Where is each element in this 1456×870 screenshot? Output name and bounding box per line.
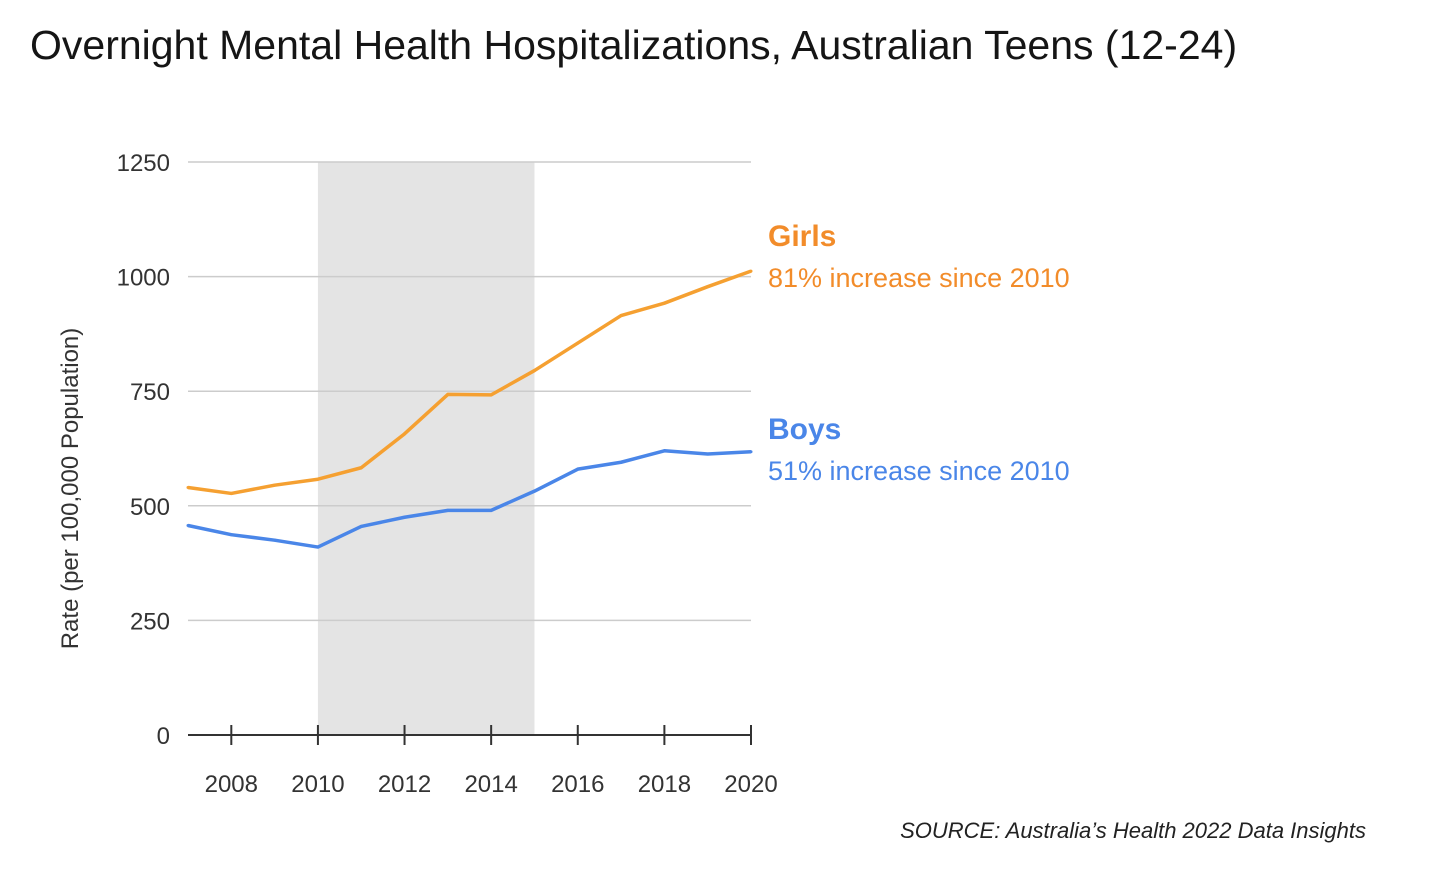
- boys-point-2012: [403, 515, 407, 519]
- x-tick-label-2018: 2018: [638, 771, 691, 798]
- y-tick-label-1000: 1000: [117, 265, 170, 292]
- boys-line: [187, 449, 752, 549]
- boys-point-2020: [749, 450, 753, 454]
- girls-series-label: Girls: [768, 220, 836, 253]
- boys-point-2011: [359, 524, 363, 528]
- girls-series-annotation: 81% increase since 2010: [768, 263, 1070, 293]
- girls-point-2009: [273, 483, 277, 487]
- y-tick-label-250: 250: [130, 608, 170, 635]
- gridlines: [188, 161, 751, 622]
- boys-point-2013: [446, 508, 450, 512]
- x-axis-ticks: 2008 2010 2012 2014 2016 2018 2020: [205, 771, 778, 798]
- boys-point-2009: [273, 538, 277, 542]
- boys-series-label: Boys: [768, 413, 841, 446]
- boys-point-2007: [186, 524, 190, 528]
- girls-line: [187, 269, 752, 496]
- boys-point-2014: [489, 508, 493, 512]
- x-axis: [188, 725, 752, 745]
- y-axis-ticks: 0 250 500 750 1000 1250: [117, 150, 170, 750]
- x-tick-label-2016: 2016: [551, 771, 604, 798]
- chart-title: Overnight Mental Health Hospitalizations…: [30, 22, 1238, 68]
- y-tick-label-750: 750: [130, 379, 170, 406]
- x-tick-label-2008: 2008: [205, 771, 258, 798]
- girls-point-2018: [662, 301, 666, 305]
- y-tick-label-500: 500: [130, 494, 170, 521]
- girls-point-2019: [706, 285, 710, 289]
- x-tick-label-2012: 2012: [378, 771, 431, 798]
- boys-point-2017: [619, 460, 623, 464]
- girls-point-2012: [403, 432, 407, 436]
- boys-point-2010: [316, 545, 320, 549]
- x-tick-label-2010: 2010: [291, 771, 344, 798]
- girls-point-2007: [186, 485, 190, 489]
- series-lines: [186, 269, 753, 549]
- boys-point-2019: [706, 452, 710, 456]
- girls-point-2016: [576, 341, 580, 345]
- source-note: SOURCE: Australia’s Health 2022 Data Ins…: [900, 818, 1366, 843]
- boys-point-2008: [229, 533, 233, 537]
- girls-point-2014: [489, 393, 493, 397]
- girls-point-2020: [749, 269, 753, 273]
- y-tick-label-0: 0: [157, 723, 170, 750]
- girls-point-2017: [619, 314, 623, 318]
- boys-series-annotation: 51% increase since 2010: [768, 456, 1070, 486]
- x-tick-label-2020: 2020: [724, 771, 777, 798]
- shaded-period: [317, 162, 535, 735]
- girls-point-2011: [359, 466, 363, 470]
- y-axis-label: Rate (per 100,000 Population): [57, 328, 84, 650]
- y-tick-label-1250: 1250: [117, 150, 170, 177]
- girls-point-2008: [229, 491, 233, 495]
- girls-point-2015: [532, 369, 536, 373]
- boys-point-2018: [662, 449, 666, 453]
- girls-point-2010: [316, 477, 320, 481]
- x-tick-label-2014: 2014: [464, 771, 517, 798]
- girls-point-2013: [446, 392, 450, 396]
- boys-point-2016: [576, 467, 580, 471]
- boys-point-2015: [532, 489, 536, 493]
